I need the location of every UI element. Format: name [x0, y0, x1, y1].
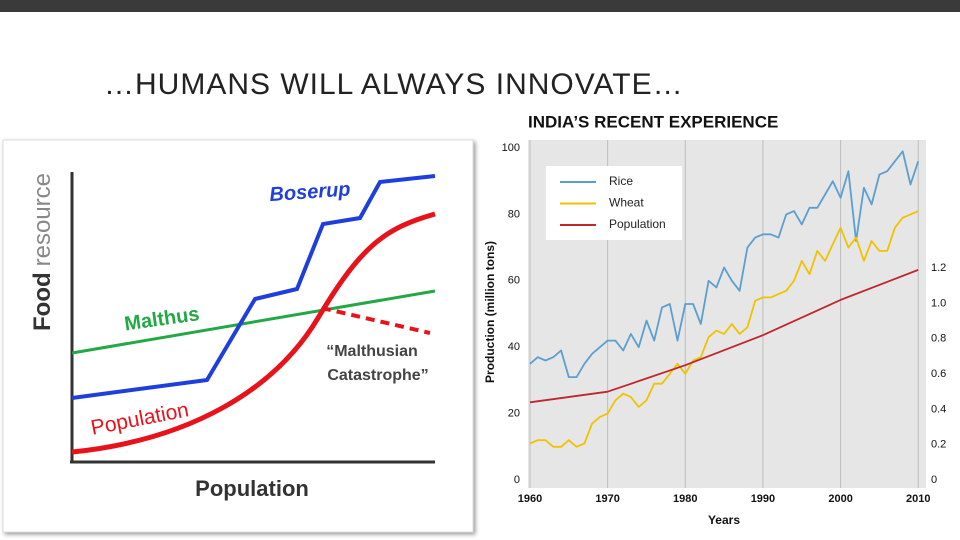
- catastrophe-label: Catastrophe”: [327, 367, 428, 384]
- y-tick-label: 40: [508, 341, 520, 353]
- diagram: Foodresource Population Boserup Malthus …: [2, 139, 474, 533]
- y-axis-label: Production (million tons): [483, 241, 497, 383]
- x-tick-label: 1970: [595, 493, 619, 505]
- y2-tick-label: 0.4: [931, 403, 946, 415]
- x-tick-label: 1980: [673, 493, 697, 505]
- y2-tick-label: 0.6: [931, 368, 946, 380]
- y-tick-label: 20: [508, 408, 520, 420]
- y2-tick-label: 1.2: [931, 262, 946, 274]
- y2-tick-label: 0.2: [931, 439, 946, 451]
- x-tick-label: 2000: [828, 493, 852, 505]
- legend-label: Population: [609, 217, 666, 231]
- series-line: [529, 269, 919, 404]
- x-axis-label: Population: [195, 476, 309, 501]
- series-line: [529, 210, 919, 448]
- diagram-frame: [2, 139, 474, 533]
- top-bar: [0, 0, 960, 12]
- y2-tick-label: 0: [931, 474, 937, 486]
- chart-title: INDIA’S RECENT EXPERIENCE: [528, 112, 778, 131]
- x-tick-label: 2010: [906, 493, 930, 505]
- y2-tick-label: 1.0: [931, 297, 946, 309]
- y-tick-label: 0: [514, 474, 520, 486]
- x-tick-label: 1990: [751, 493, 775, 505]
- y-tick-label: 80: [508, 208, 520, 220]
- catastrophe-line: [321, 306, 431, 335]
- y-tick-label: 60: [508, 275, 520, 287]
- y-label-bold: Food: [29, 272, 56, 331]
- boserup-curve: [71, 174, 436, 400]
- y-axis-label: Food resource: [29, 173, 56, 331]
- y2-tick-label: 0.8: [931, 333, 946, 345]
- legend-label: Rice: [609, 174, 633, 188]
- line-chart: INDIA’S RECENT EXPERIENCE Production (mi…: [483, 112, 946, 527]
- y-label-light: resource: [29, 173, 56, 266]
- legend-label: Wheat: [609, 196, 644, 210]
- malthus-curve: [71, 289, 436, 355]
- series-line: [529, 150, 920, 378]
- x-axis-label: Years: [708, 513, 740, 527]
- catastrophe-label: “Malthusian: [326, 343, 418, 360]
- population-curve: [71, 211, 436, 455]
- y-tick-label: 100: [502, 142, 520, 154]
- x-tick-label: 1960: [518, 493, 542, 505]
- slide-title: …HUMANS WILL ALWAYS INNOVATE…: [104, 68, 684, 101]
